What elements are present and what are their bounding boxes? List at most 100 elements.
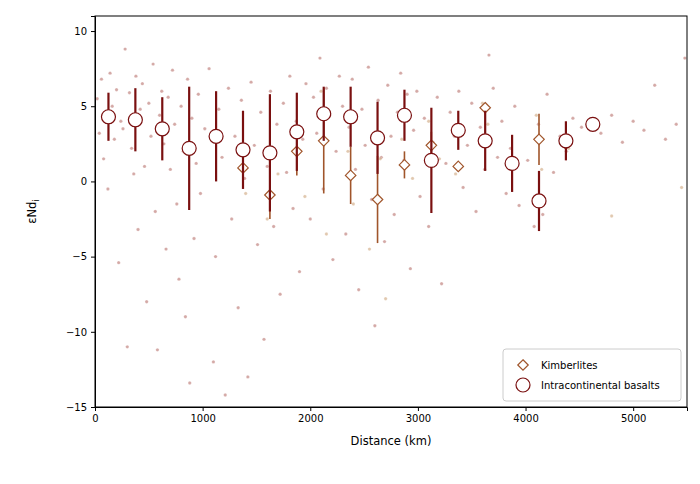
sample-point: [106, 187, 109, 190]
sample-point: [487, 53, 490, 56]
tick-label: 1000: [190, 413, 215, 424]
sample-point: [301, 138, 304, 141]
series-dot: [95, 47, 686, 396]
chart: 010002000300040005000−15−10−50510Kimberl…: [0, 0, 700, 484]
sample-point: [291, 207, 294, 210]
sample-point: [171, 68, 174, 71]
tick: 3000: [406, 407, 431, 424]
tick-label: 10: [74, 26, 87, 37]
tick-label: −15: [66, 402, 87, 413]
tick-label: 0: [92, 413, 98, 424]
sample-point: [160, 89, 163, 92]
sample-point: [351, 77, 354, 80]
sample-point: [269, 89, 272, 92]
tick: 5000: [621, 407, 646, 424]
sample-point: [427, 120, 430, 123]
sample-point: [513, 105, 516, 108]
mean-marker: [424, 153, 438, 167]
tick-label: 0: [81, 176, 87, 187]
sample-point: [207, 67, 210, 70]
sample-point: [192, 237, 195, 240]
sample-point: [259, 111, 262, 114]
sample-point: [338, 74, 341, 77]
sample-point: [199, 192, 202, 195]
sample-point: [288, 74, 291, 77]
mean-marker: [101, 110, 115, 124]
sample-point: [285, 171, 288, 174]
tick-label: 2000: [298, 413, 323, 424]
sample-point: [233, 135, 236, 138]
sample-point: [675, 123, 678, 126]
sample-point: [683, 56, 686, 59]
sample-point: [230, 217, 233, 220]
sample-point: [186, 77, 189, 80]
sample-point: [227, 86, 230, 89]
sample-point: [212, 360, 215, 363]
legend-label: Intracontinental basalts: [541, 380, 660, 391]
sample-point: [139, 108, 142, 111]
sample-point: [197, 93, 200, 96]
sample-point: [236, 306, 239, 309]
mean-marker: [236, 143, 250, 157]
sample-point: [344, 232, 347, 235]
sample-point: [384, 297, 387, 300]
sample-point: [303, 195, 306, 198]
mean-marker: [263, 146, 277, 160]
sample-point: [532, 225, 535, 228]
mean-marker: [372, 194, 382, 204]
sample-point: [400, 138, 403, 141]
sample-point: [500, 120, 503, 123]
sample-point: [360, 108, 363, 111]
tick-label: 5000: [621, 413, 646, 424]
sample-point: [346, 150, 349, 153]
mean-marker: [399, 160, 409, 170]
sample-point: [203, 127, 206, 130]
sample-point: [108, 71, 111, 74]
data-layer: [95, 47, 686, 396]
tick-mark: [418, 407, 419, 411]
sample-point: [383, 240, 386, 243]
legend: KimberlitesIntracontinental basalts: [503, 349, 681, 401]
sample-point: [113, 138, 116, 141]
sample-point: [315, 132, 318, 135]
sample-point: [496, 156, 499, 159]
mean-marker: [128, 113, 142, 127]
sample-point: [423, 117, 426, 120]
sample-point: [136, 228, 139, 231]
tick: −10: [66, 327, 95, 338]
sample-point: [379, 157, 382, 160]
tick: 2000: [298, 407, 323, 424]
sample-point: [256, 243, 259, 246]
sample-point: [128, 91, 131, 94]
mean-marker: [182, 141, 196, 155]
sample-point: [175, 202, 178, 205]
sample-point: [334, 150, 337, 153]
tick-label: 5: [81, 101, 87, 112]
sample-point: [194, 162, 197, 165]
sample-point: [156, 348, 159, 351]
sample-point: [540, 168, 543, 171]
y-axis-title: εNdi: [25, 199, 41, 224]
sample-point: [119, 120, 122, 123]
sample-point: [272, 225, 275, 228]
y-axis-title-main: εNd: [25, 202, 39, 224]
legend-box: [503, 349, 681, 401]
sample-point: [376, 99, 379, 102]
tick: 0: [92, 407, 98, 424]
sample-point: [436, 96, 439, 99]
sample-point: [427, 225, 430, 228]
tick: 1000: [190, 407, 215, 424]
plot-frame: [95, 16, 687, 407]
sample-point: [169, 168, 172, 171]
mean-marker: [290, 125, 304, 139]
sample-point: [368, 247, 371, 250]
sample-point: [158, 114, 161, 117]
sample-point: [262, 338, 265, 341]
sample-point: [599, 132, 602, 135]
tick-mark: [633, 407, 634, 411]
mean-marker: [586, 117, 600, 131]
sample-point: [325, 232, 328, 235]
mean-marker: [453, 161, 463, 171]
sample-point: [552, 171, 555, 174]
sample-point: [318, 56, 321, 59]
